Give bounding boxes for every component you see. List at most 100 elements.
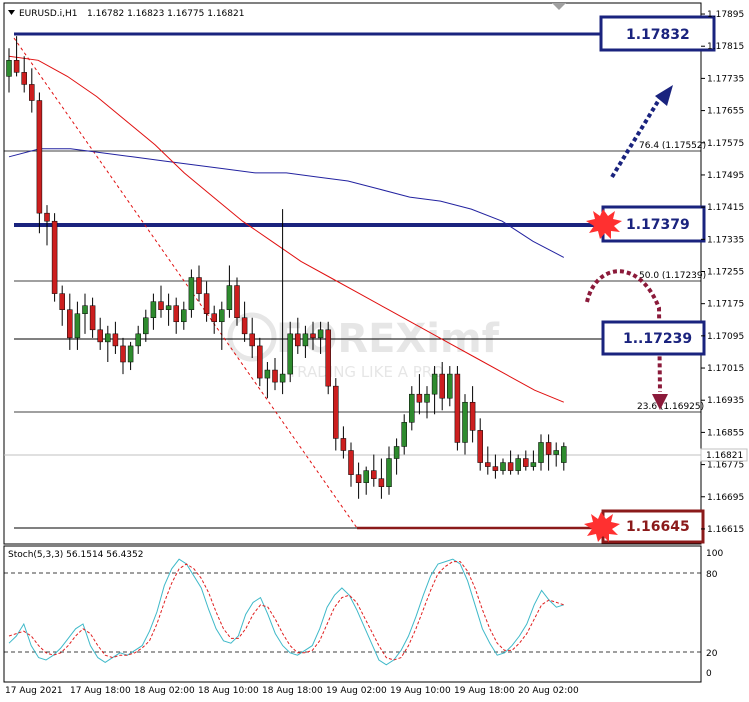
level-lines [4,32,701,530]
candle [545,434,552,471]
candle-body [523,458,529,467]
candle-body [257,345,263,379]
price-tick-label: 1.17335 [707,235,744,245]
candle [295,317,301,354]
candle [447,366,453,407]
time-tick: 19 Aug 10:00 [390,686,451,696]
price-tick-label: 1.17415 [707,203,744,213]
time-tick: 17 Aug 18:00 [70,686,131,696]
candle-body [112,333,119,347]
candle-body [469,401,476,431]
candle [416,374,423,415]
stoch-tick: 80 [706,570,718,580]
candle-body [416,393,423,403]
time-tick: 18 Aug 18:00 [262,686,323,696]
candle [59,285,65,326]
candle-body [333,385,339,439]
candle [241,301,248,342]
candle [409,386,415,431]
candle-body [295,333,301,347]
price-tick-label: 1.17735 [707,74,744,84]
candle-body [454,373,461,443]
candle-body [150,301,157,318]
time-tick: 18 Aug 02:00 [134,686,195,696]
candle-body [97,329,103,343]
time-tick: 20 Aug 02:00 [518,686,579,696]
level-box-1-16645[interactable]: 1.16645 [584,509,705,544]
time-axis: 17 Aug 2021 17 Aug 18:00 18 Aug 02:00 18… [5,686,579,696]
chart-shift-marker-icon[interactable] [552,3,566,10]
stoch-panel-frame [3,545,702,683]
candle [439,362,445,411]
candle-body [378,478,385,487]
candle-body [36,100,43,214]
candle-body [13,60,20,73]
candle-body [553,450,559,455]
candle [272,357,278,391]
candle [234,277,240,326]
candle-body [363,470,369,483]
candle [135,325,141,354]
candle [181,301,187,330]
time-tick: 17 Aug 2021 [5,686,63,696]
bullish-arrow [610,85,673,179]
symbol-label: EURUSD.i,H1 [19,9,77,19]
candle [97,317,103,350]
candle-body [105,333,111,343]
candle [302,325,309,358]
candle [74,301,81,350]
candle-body [507,462,514,471]
stoch-lines [8,558,564,666]
candle [492,454,499,479]
candle [150,293,157,330]
candle [6,48,12,93]
candle [21,56,27,93]
stoch-signal-line [8,561,564,661]
candle-body [485,462,491,467]
level-box-1-17239[interactable]: 1..17239 [601,320,706,356]
candle [317,321,324,354]
time-tick: 19 Aug 18:00 [454,686,515,696]
price-axis: 1.17895 1.17815 1.17735 1.17655 1.17575 1.174… [701,10,744,535]
price-tick-label: 1.17015 [707,364,744,374]
candle [89,297,96,338]
candle [29,68,35,113]
level-box-1-17379[interactable]: 1.17379 [586,205,706,243]
candle [226,265,233,318]
time-tick: 18 Aug 10:00 [198,686,259,696]
candle [477,418,483,471]
candle-body [158,301,164,310]
candle-body [6,60,12,77]
candle [523,450,529,471]
candle-body [226,285,233,310]
candle [127,341,134,371]
candle [249,317,255,358]
candle-body [439,373,445,399]
candle-body [447,373,453,399]
candle [173,297,179,334]
candle [44,205,50,246]
candle-body [143,317,149,335]
candle-body [188,277,195,310]
candle [105,325,111,362]
candle [507,450,514,475]
level-box-1-17832[interactable]: 1.17832 [599,15,716,52]
moving-averages [8,55,565,403]
candle-body [74,313,81,339]
candle-body [477,430,483,463]
candle [51,213,58,302]
candle [561,442,567,471]
stoch-tick: 20 [706,649,718,659]
price-tick-label: 1.16855 [707,428,744,438]
candle-body [173,305,179,323]
candle-body [241,317,248,335]
collapse-triangle-icon[interactable] [8,10,15,15]
candle-body [219,309,225,323]
candle-body [325,329,331,387]
watermark-tagline: TRADING LIKE A PRO [287,363,444,381]
candle [530,450,537,471]
candle-body [196,277,202,294]
candle [287,321,293,383]
time-tick: 19 Aug 02:00 [326,686,387,696]
